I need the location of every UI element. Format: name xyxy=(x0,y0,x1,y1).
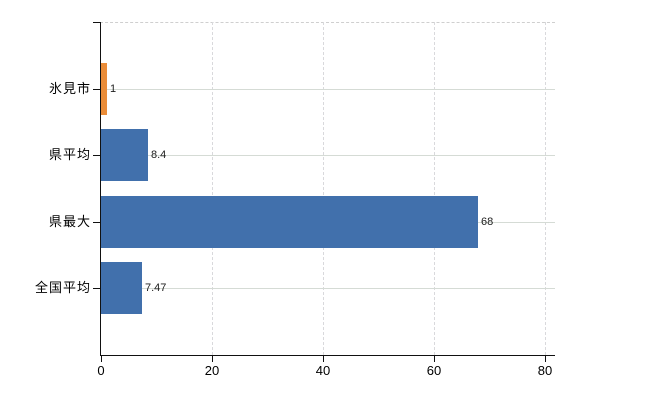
x-tick-mark xyxy=(212,356,213,362)
v-gridline xyxy=(545,22,546,355)
x-tick-mark xyxy=(101,356,102,362)
bar-全国平均 xyxy=(101,262,142,315)
plot-area xyxy=(100,22,555,355)
category-tick-mark xyxy=(93,288,100,290)
x-tick-label: 60 xyxy=(426,363,442,378)
bar-氷見市 xyxy=(101,62,107,115)
category-tick-mark xyxy=(93,155,100,157)
category-label: 氷見市 xyxy=(48,80,91,96)
bar-value-label: 8.4 xyxy=(151,149,167,162)
x-axis-line xyxy=(100,355,555,356)
bar-県最大 xyxy=(101,195,478,248)
bar-value-label: 68 xyxy=(481,215,494,228)
v-gridline xyxy=(434,22,435,355)
h-gridline xyxy=(100,288,555,290)
x-tick-label: 40 xyxy=(315,363,331,378)
category-label: 全国平均 xyxy=(34,280,91,296)
y-axis-line xyxy=(100,22,101,356)
x-tick-label: 80 xyxy=(537,363,553,378)
category-tick-mark xyxy=(93,221,100,223)
y-axis-top-tick xyxy=(93,22,101,23)
h-gridline xyxy=(100,155,555,157)
category-label: 県最大 xyxy=(48,213,91,229)
bar-value-label: 1 xyxy=(110,82,117,95)
h-gridline xyxy=(100,88,555,90)
x-tick-mark xyxy=(434,356,435,362)
x-tick-mark xyxy=(545,356,546,362)
x-tick-label: 20 xyxy=(204,363,220,378)
v-gridline xyxy=(212,22,213,355)
x-tick-mark xyxy=(323,356,324,362)
bar-県平均 xyxy=(101,129,148,182)
x-tick-label: 0 xyxy=(97,363,105,378)
bar-value-label: 7.47 xyxy=(145,282,167,295)
v-gridline xyxy=(323,22,324,355)
category-tick-mark xyxy=(93,88,100,90)
category-label: 県平均 xyxy=(48,147,91,163)
